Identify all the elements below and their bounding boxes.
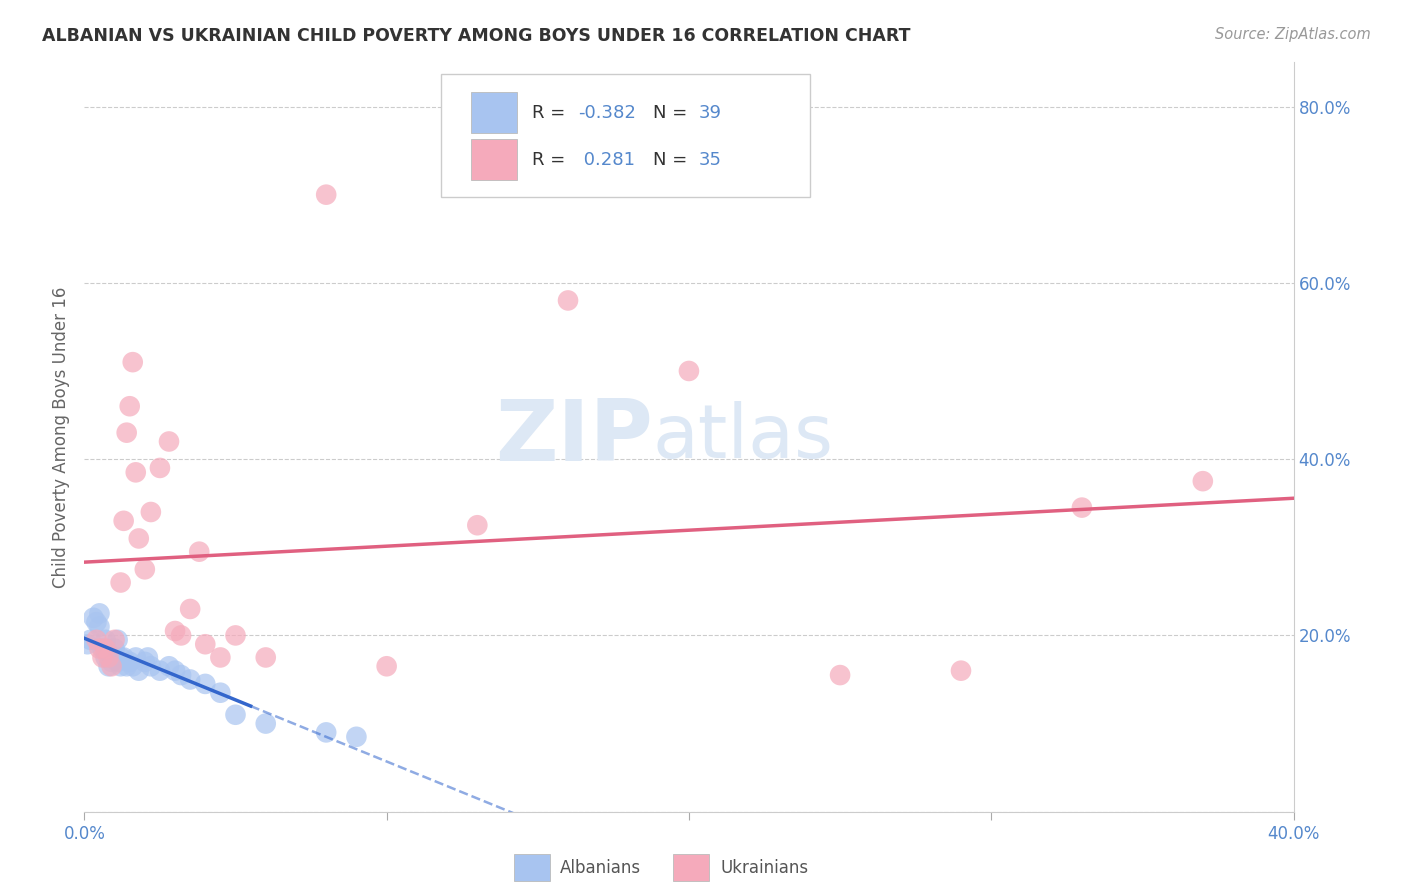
Text: atlas: atlas <box>652 401 834 474</box>
Point <box>97 650 120 665</box>
Text: 39: 39 <box>699 103 721 121</box>
Point <box>94 632 117 647</box>
Bar <box>471 139 517 180</box>
Point <box>194 677 217 691</box>
Point <box>1192 474 1215 488</box>
Y-axis label: Child Poverty Among Boys Under 16: Child Poverty Among Boys Under 16 <box>52 286 70 588</box>
Point <box>115 425 138 440</box>
FancyBboxPatch shape <box>441 74 810 197</box>
Point <box>136 650 159 665</box>
Point <box>225 707 247 722</box>
Point <box>170 668 193 682</box>
Point <box>110 575 132 590</box>
Point <box>89 641 111 656</box>
Text: 0.281: 0.281 <box>578 151 634 169</box>
Point <box>91 641 114 656</box>
Point <box>121 355 143 369</box>
Point <box>89 619 111 633</box>
Point <box>104 632 127 647</box>
Point <box>118 655 141 669</box>
Bar <box>513 855 550 881</box>
Point <box>950 664 973 678</box>
Text: R =: R = <box>531 151 571 169</box>
Point <box>112 650 135 665</box>
Text: -0.382: -0.382 <box>578 103 636 121</box>
Point <box>315 725 337 739</box>
Point <box>110 659 132 673</box>
Point <box>91 650 114 665</box>
Point <box>82 611 104 625</box>
Point <box>100 659 122 673</box>
Point <box>107 632 129 647</box>
Point <box>89 607 111 621</box>
Point <box>128 664 150 678</box>
Point <box>104 641 127 656</box>
Point <box>165 664 187 678</box>
Text: ALBANIAN VS UKRAINIAN CHILD POVERTY AMONG BOYS UNDER 16 CORRELATION CHART: ALBANIAN VS UKRAINIAN CHILD POVERTY AMON… <box>42 27 911 45</box>
Point <box>115 659 138 673</box>
Text: N =: N = <box>652 151 693 169</box>
Point <box>225 628 247 642</box>
Point <box>134 562 156 576</box>
Point <box>467 518 489 533</box>
Point <box>139 659 162 673</box>
Point <box>118 399 141 413</box>
Point <box>79 632 101 647</box>
Point <box>104 650 127 665</box>
Point <box>94 641 117 656</box>
Point <box>121 659 143 673</box>
Point <box>94 650 117 665</box>
Point <box>179 602 201 616</box>
Text: N =: N = <box>652 103 693 121</box>
Point <box>194 637 217 651</box>
Point <box>165 624 187 638</box>
Point <box>1071 500 1094 515</box>
Point <box>209 686 232 700</box>
Point <box>157 659 180 673</box>
Point <box>179 673 201 687</box>
Point <box>557 293 579 308</box>
Point <box>86 615 108 630</box>
Point <box>76 637 98 651</box>
Point <box>107 655 129 669</box>
Point <box>100 650 122 665</box>
Point <box>125 650 148 665</box>
Text: Source: ZipAtlas.com: Source: ZipAtlas.com <box>1215 27 1371 42</box>
Text: Albanians: Albanians <box>560 859 641 877</box>
Point <box>100 655 122 669</box>
Point <box>254 650 277 665</box>
Point <box>830 668 852 682</box>
Point <box>86 632 108 647</box>
Point <box>149 461 172 475</box>
Point <box>678 364 700 378</box>
Point <box>254 716 277 731</box>
Point <box>110 650 132 665</box>
Point <box>139 505 162 519</box>
Point <box>188 544 211 558</box>
Point <box>346 730 368 744</box>
Point <box>97 646 120 660</box>
Point <box>134 655 156 669</box>
Point <box>157 434 180 449</box>
Text: Ukrainians: Ukrainians <box>720 859 808 877</box>
Point <box>315 187 337 202</box>
Point <box>125 466 148 480</box>
Text: R =: R = <box>531 103 571 121</box>
Point <box>375 659 398 673</box>
Point <box>97 659 120 673</box>
Point <box>209 650 232 665</box>
Text: 35: 35 <box>699 151 721 169</box>
Point <box>149 664 172 678</box>
Point <box>128 532 150 546</box>
Point <box>170 628 193 642</box>
Point <box>112 514 135 528</box>
Bar <box>471 92 517 133</box>
Text: ZIP: ZIP <box>495 395 652 479</box>
Bar <box>673 855 710 881</box>
